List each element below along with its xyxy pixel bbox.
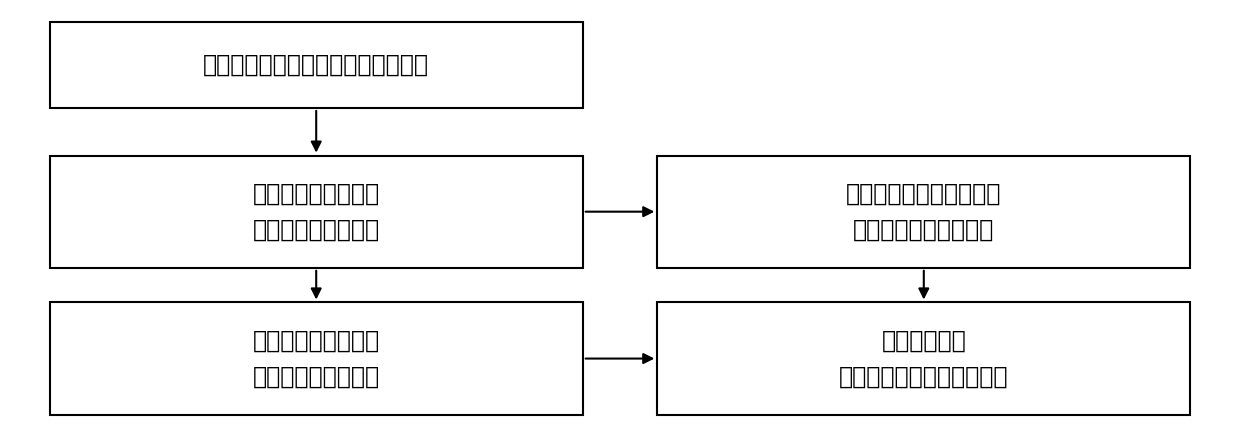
Text: 提取叶片三维有限元模型的模态参数: 提取叶片三维有限元模型的模态参数 (203, 53, 429, 77)
Text: 实现转子叶片
任意位置与方向位移场测量: 实现转子叶片 任意位置与方向位移场测量 (839, 329, 1008, 388)
Text: 利用叶端定时传感器获取
转子叶片叶端单点位移: 利用叶端定时传感器获取 转子叶片叶端单点位移 (846, 182, 1002, 241)
FancyBboxPatch shape (657, 302, 1190, 415)
FancyBboxPatch shape (50, 302, 583, 415)
Text: 确定叶端定时传感器
数目与周向安装位置: 确定叶端定时传感器 数目与周向安装位置 (253, 182, 379, 241)
FancyBboxPatch shape (657, 156, 1190, 268)
FancyBboxPatch shape (50, 156, 583, 268)
FancyBboxPatch shape (50, 22, 583, 108)
Text: 建立叶片单点位移与
全场位移的映射关系: 建立叶片单点位移与 全场位移的映射关系 (253, 329, 379, 388)
